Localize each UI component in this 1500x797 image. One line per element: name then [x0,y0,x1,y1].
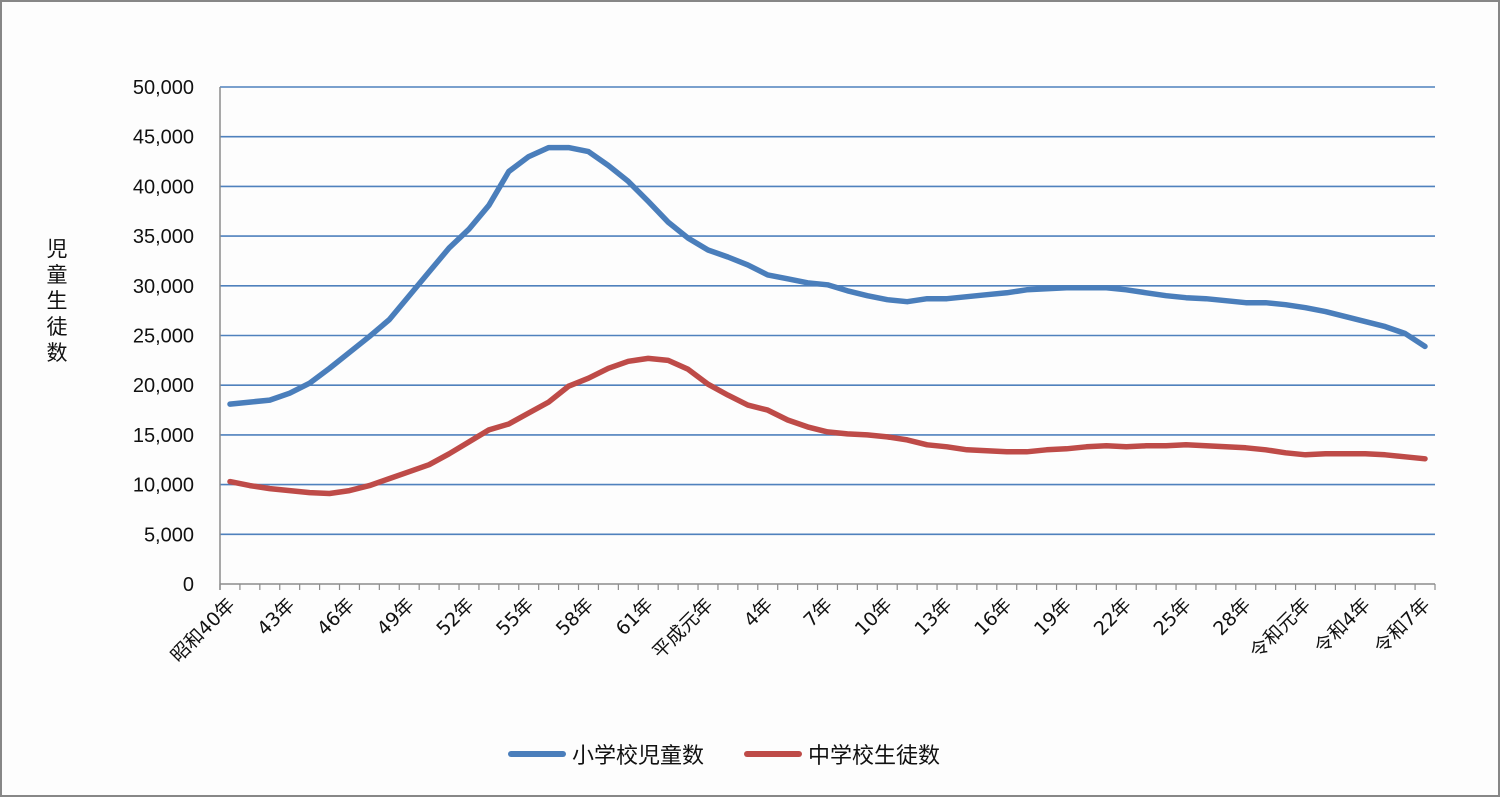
x-tick-label: 7年 [799,594,837,632]
legend-label: 中学校生徒数 [808,744,941,769]
x-tick-label: 55年 [492,594,538,640]
y-axis-title: 児童生徒数 [46,237,68,365]
x-tick-label: 昭和40年 [167,594,240,667]
x-tick-label: 28年 [1209,594,1255,640]
x-tick-label: 令和4年 [1310,594,1374,658]
x-tick-label: 16年 [970,594,1016,640]
legend-item-junior-high: 中学校生徒数 [744,738,940,770]
legend-swatch-red-icon [744,751,803,757]
y-tick-label: 25,000 [133,326,194,348]
x-tick-label: 46年 [313,594,359,640]
legend-swatch-blue-icon [508,751,566,757]
x-tick-label: 4年 [740,594,778,632]
x-tick-label: 61年 [612,594,658,640]
x-tick-label: 43年 [253,594,299,640]
gridlines [220,86,1435,536]
data-series [227,144,1428,497]
series-line-elementary [227,144,1428,407]
x-tick-label: 25年 [1149,594,1195,640]
y-tick-label: 50,000 [133,77,194,99]
y-tick-label: 35,000 [133,226,194,248]
legend-item-elementary: 小学校児童数 [508,738,704,770]
x-tick-label: 52年 [432,594,478,640]
x-tick-label: 19年 [1030,594,1076,640]
x-tick-label: 平成元年 [648,594,717,663]
y-tick-label: 5,000 [144,524,194,546]
x-tick-label: 令和7年 [1370,594,1434,658]
y-tick-label: 20,000 [133,375,194,397]
x-tick-label: 49年 [373,594,419,640]
y-tick-label: 45,000 [133,127,194,149]
y-tick-label: 30,000 [133,276,194,298]
legend: 小学校児童数 中学校生徒数 [508,734,940,774]
x-tick-label: 22年 [1090,594,1136,640]
x-tick-label: 令和元年 [1246,594,1315,663]
y-axis-ticks: 0 5,000 10,000 15,000 20,000 25,000 30,000 35,0… [133,77,194,596]
y-tick-label: 10,000 [133,475,194,497]
y-tick-label: 15,000 [133,425,194,447]
y-tick-label: 0 [183,574,194,596]
x-tick-label: 13年 [910,594,956,640]
y-tick-label: 40,000 [133,176,194,198]
x-tick-label: 58年 [552,594,598,640]
x-axis [219,87,1436,590]
legend-label: 小学校児童数 [572,744,705,769]
series-line-junior-high [227,355,1428,497]
x-tick-label: 10年 [851,594,897,640]
